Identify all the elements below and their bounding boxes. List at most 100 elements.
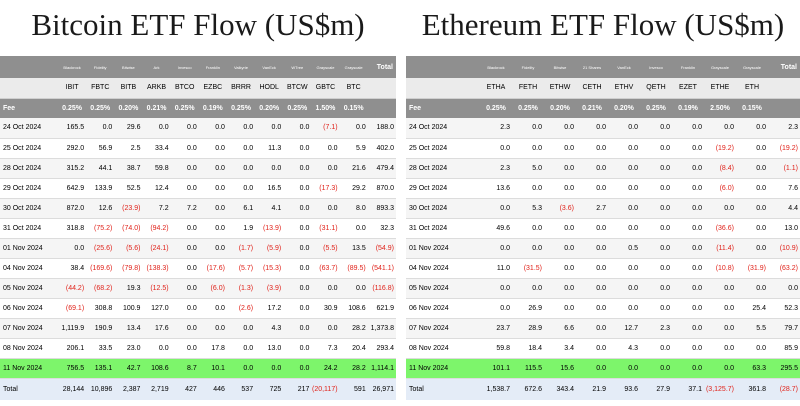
flow-value: (1.1): [768, 158, 800, 179]
flow-value: 0.0: [544, 238, 576, 259]
flow-value: 42.7: [114, 358, 143, 379]
ticker-symbol: ETH: [736, 78, 768, 99]
issuer-name: Ark: [142, 56, 171, 78]
total-value: 672.6: [512, 378, 544, 400]
flow-value: (24.1): [142, 238, 171, 259]
flow-date: 11 Nov 2024: [0, 358, 58, 379]
flow-value: 25.4: [736, 298, 768, 319]
flow-value: 7.3: [311, 338, 340, 359]
flow-value: (44.2): [58, 278, 87, 299]
flow-value: 1,114.1: [367, 358, 396, 379]
flow-value: 13.0: [255, 338, 284, 359]
flow-value: 0.0: [198, 158, 227, 179]
ticker-symbol: CETH: [576, 78, 608, 99]
flow-value: 0.0: [198, 218, 227, 239]
flow-value: 0.0: [576, 258, 608, 279]
flow-value: 32.3: [367, 218, 396, 239]
header-corner-cell: [0, 56, 58, 78]
flow-value: 6.6: [544, 318, 576, 339]
flow-value: 0.0: [311, 158, 340, 179]
issuer-name: Valkyrie: [226, 56, 256, 78]
flow-value: (10.8): [704, 258, 736, 279]
flow-row: 08 Nov 2024 206.1 33.5 23.0 0.0 0.0 17.8 0.0 13.…: [0, 338, 396, 359]
flow-value: 0.0: [226, 158, 256, 179]
issuer-name: Blackrock: [58, 56, 87, 78]
total-value: 427: [170, 378, 199, 400]
flow-value: 28.9: [512, 318, 544, 339]
flow-value: 0.0: [512, 178, 544, 199]
issuer-name: Grayscale: [704, 56, 736, 78]
ethereum-etf-title: Ethereum ETF Flow (US$m): [421, 7, 785, 42]
flow-value: 0.0: [576, 218, 608, 239]
flow-date: 29 Oct 2024: [406, 178, 480, 199]
flow-value: 0.0: [576, 358, 608, 379]
total-value: 361.8: [736, 378, 768, 400]
fee-value: 0.15%: [339, 98, 368, 118]
ticker-corner-cell: [406, 78, 480, 99]
flow-value: 2.3: [480, 118, 512, 139]
flow-value: (6.0): [704, 178, 736, 199]
flow-value: 100.9: [114, 298, 143, 319]
total-value: 10,896: [86, 378, 115, 400]
flow-row: 07 Nov 2024 1,119.9 190.9 13.4 17.6 0.0 0.0 0.0…: [0, 318, 396, 339]
flow-value: (94.2): [142, 218, 171, 239]
flow-value: 0.0: [640, 358, 672, 379]
ticker-symbol: IBIT: [58, 78, 87, 99]
flow-value: 4.4: [768, 198, 800, 219]
flow-value: (169.6): [86, 258, 115, 279]
fee-value: 0.20%: [114, 98, 143, 118]
flow-value: 2.3: [768, 118, 800, 139]
ticker-symbol: EZBC: [198, 78, 227, 99]
flow-value: (31.5): [512, 258, 544, 279]
flow-value: 0.0: [608, 178, 640, 199]
flow-value: 0.0: [170, 178, 199, 199]
flow-row: 30 Oct 2024 0.0 5.3 (3.6) 2.7 0.0 0.0 0.0 0.0 0.0…: [406, 198, 800, 219]
flow-value: 5.3: [512, 198, 544, 219]
ticker-symbol: BRRR: [226, 78, 256, 99]
flow-value: (5.9): [255, 238, 284, 259]
flow-value: 870.0: [367, 178, 396, 199]
flow-value: 0.0: [283, 218, 312, 239]
flow-value: 8.7: [170, 358, 199, 379]
issuer-name: Grayscale: [736, 56, 768, 78]
flow-value: (19.2): [768, 138, 800, 159]
flow-value: 0.0: [672, 198, 704, 219]
flow-value: 0.0: [170, 298, 199, 319]
ticker-corner-cell: [0, 78, 58, 99]
flow-value: (25.6): [86, 238, 115, 259]
flow-row: 11 Nov 2024 101.1 115.5 15.6 0.0 0.0 0.0 0.0 0.0…: [406, 358, 800, 379]
flow-value: 0.0: [608, 358, 640, 379]
fee-value: 0.21%: [142, 98, 171, 118]
flow-value: 0.0: [736, 278, 768, 299]
flow-value: 0.0: [480, 298, 512, 319]
flow-value: 0.0: [226, 318, 256, 339]
flow-row: 08 Nov 2024 59.8 18.4 3.4 0.0 4.3 0.0 0.0 0.0 0.0…: [406, 338, 800, 359]
ticker-symbol: ETHV: [608, 78, 640, 99]
flow-date: 28 Oct 2024: [0, 158, 58, 179]
flow-value: 17.2: [255, 298, 284, 319]
flow-value: 308.8: [86, 298, 115, 319]
flow-value: 7.2: [142, 198, 171, 219]
flow-value: 21.6: [339, 158, 368, 179]
flow-value: 0.0: [640, 218, 672, 239]
flow-value: 26.9: [512, 298, 544, 319]
issuer-name: Bitwise: [544, 56, 576, 78]
ticker-symbol: FBTC: [86, 78, 115, 99]
flow-value: 295.5: [768, 358, 800, 379]
flow-value: (5.6): [114, 238, 143, 259]
flow-value: 0.0: [198, 198, 227, 219]
flow-value: 0.0: [672, 238, 704, 259]
flow-value: 8.0: [339, 198, 368, 219]
flow-value: 10.1: [198, 358, 227, 379]
ticker-symbol: ETHW: [544, 78, 576, 99]
flow-value: (79.8): [114, 258, 143, 279]
flow-value: (17.3): [311, 178, 340, 199]
flow-value: 79.7: [768, 318, 800, 339]
flow-value: 0.0: [544, 278, 576, 299]
fee-value: 0.25%: [512, 98, 544, 118]
flow-value: 0.0: [512, 278, 544, 299]
flow-date: 30 Oct 2024: [406, 198, 480, 219]
flow-date: 04 Nov 2024: [406, 258, 480, 279]
flow-value: 0.0: [339, 278, 368, 299]
flow-value: (11.4): [704, 238, 736, 259]
